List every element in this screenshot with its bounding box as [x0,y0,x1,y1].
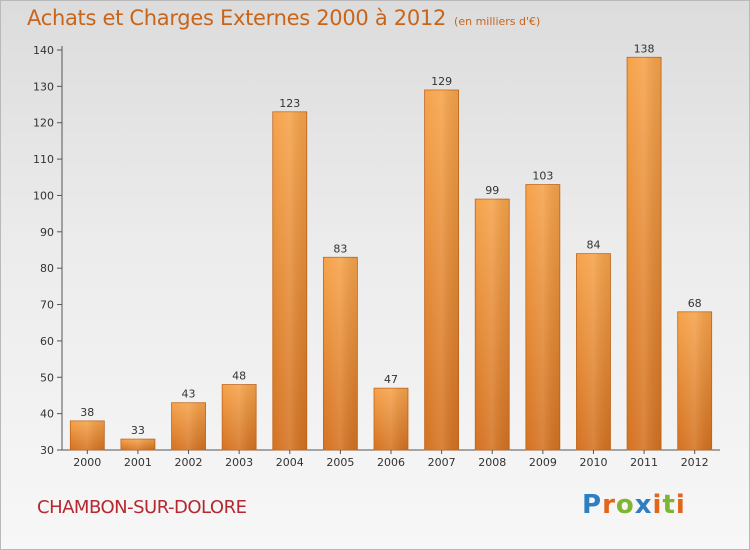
chart-title-text: Achats et Charges Externes 2000 à 2012 [27,6,447,30]
x-tick-label: 2001 [124,456,152,469]
x-tick-label: 2006 [377,456,405,469]
commune-name: CHAMBON-SUR-DOLORE [37,497,247,518]
bar-shine [576,253,611,450]
x-tick-label: 2009 [529,456,557,469]
logo-letter: x [634,490,653,520]
bar-shine [525,184,560,450]
logo-letter: o [615,490,635,520]
bar-value-label: 43 [182,388,196,401]
bar-shine [323,257,358,450]
y-tick-label: 80 [40,262,54,275]
bar-shine [424,90,459,450]
bar-value-label: 84 [586,239,600,252]
x-tick-label: 2003 [225,456,253,469]
x-tick-label: 2010 [579,456,607,469]
bar-shine [171,402,206,450]
y-tick-label: 140 [33,44,54,57]
y-tick-label: 50 [40,371,54,384]
bar-value-label: 83 [333,242,347,255]
x-tick-label: 2004 [276,456,304,469]
bar-value-label: 138 [634,42,655,55]
y-tick-label: 100 [33,189,54,202]
bar-value-label: 123 [279,97,300,110]
bar-value-label: 38 [80,406,94,419]
x-tick-label: 2005 [326,456,354,469]
bar-value-label: 103 [532,170,553,183]
y-tick-label: 70 [40,299,54,312]
bar-value-label: 99 [485,184,499,197]
proxiti-logo: Proxiti [582,490,686,520]
bar-shine [627,57,662,450]
bar-shine [222,384,257,450]
logo-letter: r [602,490,616,520]
bar-shine [120,439,155,450]
bar-shine [475,199,510,450]
chart-subtitle: (en milliers d'€) [454,15,541,28]
y-tick-label: 120 [33,117,54,130]
y-tick-label: 40 [40,408,54,421]
y-tick-label: 130 [33,80,54,93]
bar-shine [272,111,307,451]
y-tick-label: 90 [40,226,54,239]
x-tick-label: 2000 [73,456,101,469]
chart-title: Achats et Charges Externes 2000 à 2012 (e… [27,6,540,30]
bar-shine [70,420,105,450]
logo-letter: t [662,490,676,520]
bar-shine [374,388,408,450]
bar-value-label: 129 [431,75,452,88]
x-tick-label: 2008 [478,456,506,469]
logo-letter: i [652,490,663,520]
bar-value-label: 68 [688,297,702,310]
bar-value-label: 33 [131,424,145,437]
y-tick-label: 60 [40,335,54,348]
bar-value-label: 48 [232,370,246,383]
x-tick-label: 2007 [428,456,456,469]
logo-letter: i [675,490,686,520]
x-tick-label: 2012 [681,456,709,469]
x-tick-label: 2011 [630,456,658,469]
bar-shine [677,311,712,450]
bar-value-label: 47 [384,373,398,386]
y-tick-label: 110 [33,153,54,166]
y-tick-label: 30 [40,444,54,457]
logo-letter: P [582,490,603,520]
x-tick-label: 2002 [175,456,203,469]
